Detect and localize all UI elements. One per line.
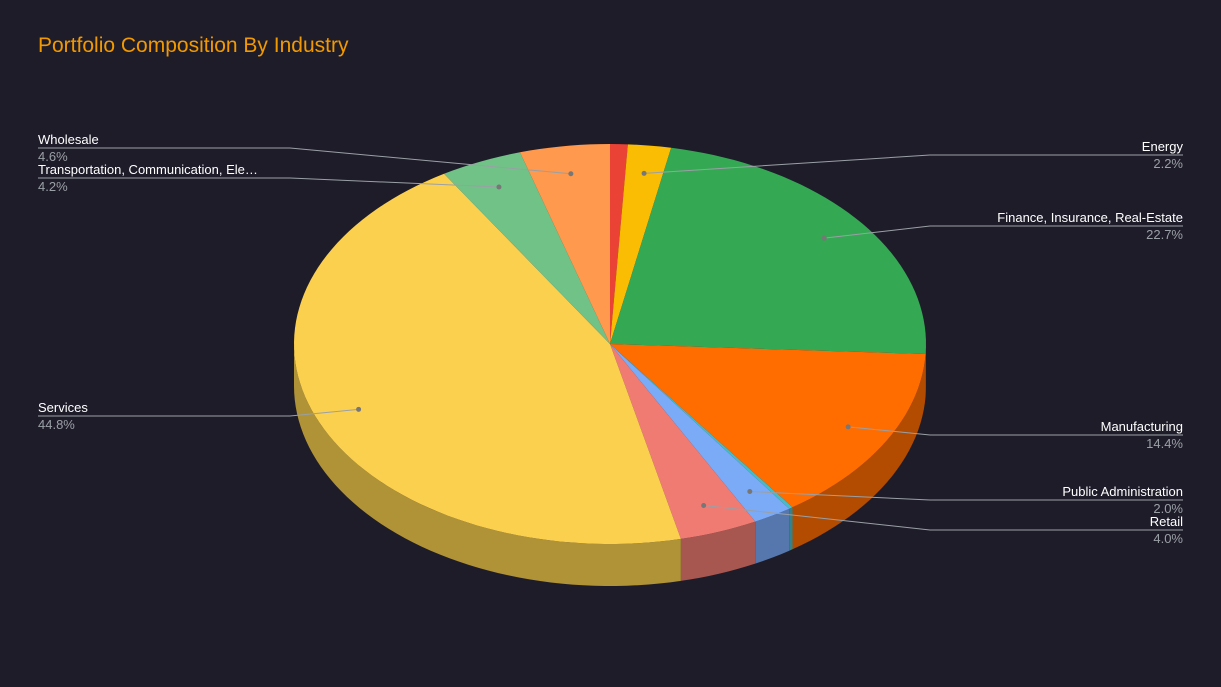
slice <box>610 344 790 522</box>
slice-label: Transportation, Communication, Ele… <box>38 162 258 177</box>
slice-label: Services <box>38 400 88 415</box>
slice-value-label: 22.7% <box>1146 227 1183 242</box>
slice <box>610 344 756 539</box>
leader-dot <box>701 502 707 508</box>
leader-line <box>38 177 499 188</box>
slice-value-label: 2.0% <box>1153 501 1183 516</box>
slice-side <box>789 507 793 551</box>
slice-label: Wholesale <box>38 132 99 147</box>
slice-value-label: 4.2% <box>38 179 68 194</box>
slice-value-label: 2.2% <box>1153 156 1183 171</box>
slice <box>610 144 672 344</box>
slice-label: Retail <box>1150 514 1183 529</box>
slice <box>519 144 610 344</box>
leader-line <box>848 426 1183 436</box>
slice-side <box>680 521 756 581</box>
slice-side <box>792 354 926 550</box>
slice <box>610 344 793 509</box>
slice <box>294 173 681 544</box>
slice-value-label: 44.8% <box>38 417 75 432</box>
leader-line <box>749 490 1183 501</box>
slice-label: Manufacturing <box>1101 419 1183 434</box>
slice-side <box>755 508 790 564</box>
leader-dot <box>496 184 502 190</box>
chart-title: Portfolio Composition By Industry <box>38 34 349 57</box>
slice <box>610 144 628 344</box>
leader-dot <box>568 171 574 177</box>
slice-label: Public Administration <box>1062 484 1183 499</box>
leader-dot <box>356 406 362 412</box>
slice <box>610 147 926 355</box>
leader-line <box>703 504 1183 531</box>
leader-dot <box>747 488 753 494</box>
slice-label: Finance, Insurance, Real-Estate <box>997 210 1183 225</box>
slice <box>444 152 610 344</box>
leader-line <box>644 154 1183 174</box>
leader-dot <box>821 235 827 241</box>
leader-dot <box>845 424 851 430</box>
leader-line <box>824 225 1183 239</box>
leader-dot <box>641 170 647 176</box>
slice-value-label: 4.0% <box>1153 531 1183 546</box>
slice-value-label: 14.4% <box>1146 436 1183 451</box>
slice-side <box>294 344 681 586</box>
slice-value-label: 4.6% <box>38 149 68 164</box>
leader-line <box>38 408 359 417</box>
leader-line <box>38 147 571 175</box>
slice-label: Energy <box>1142 139 1184 154</box>
slice <box>610 344 926 508</box>
